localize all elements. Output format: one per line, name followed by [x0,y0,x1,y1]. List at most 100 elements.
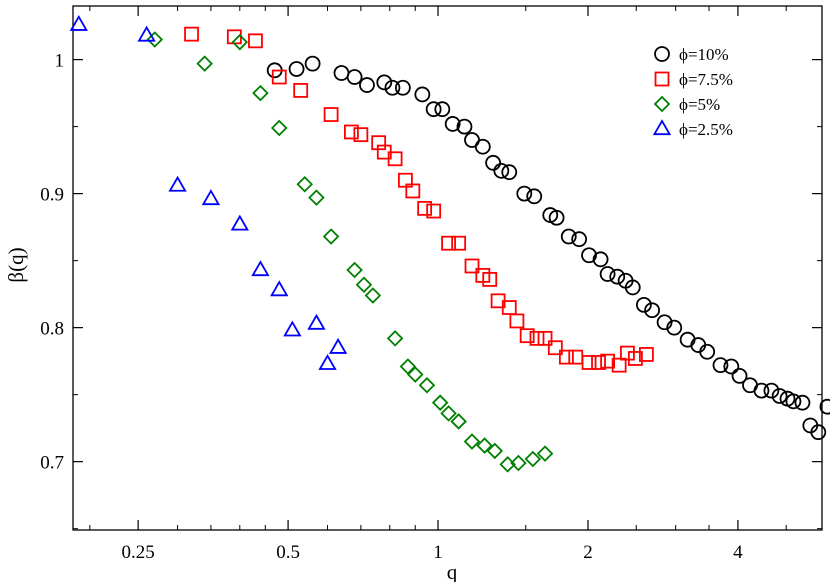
x-axis-label: q [447,560,458,582]
data-point [463,433,481,450]
data-point [394,79,411,96]
legend-label: ϕ=2.5% [679,120,733,139]
data-point [526,188,543,205]
data-point [547,340,563,356]
data-point [270,280,289,297]
data-point [359,77,375,93]
data-point [753,382,770,399]
data-point [346,69,363,85]
data-point [638,347,654,362]
data-point [346,261,363,279]
data-point [537,330,553,346]
data-point [485,154,502,171]
data-point [666,319,683,336]
data-point [464,258,480,274]
data-point [355,276,373,294]
data-point [635,296,652,313]
data-point [353,127,369,143]
data-point [644,302,660,319]
data-point [620,345,635,361]
data-point [288,61,305,77]
data-point [723,358,740,375]
data-point [318,354,337,370]
data-point [323,107,339,122]
data-point [482,271,498,287]
data-point [474,138,491,155]
x-tick-label: 0.25 [122,542,155,563]
data-point [231,33,249,51]
data-point [426,203,442,219]
data-point [137,25,156,42]
data-point [529,330,545,346]
legend-marker [654,71,670,87]
data-point [387,151,403,167]
data-point [418,376,436,394]
data-point [600,353,616,369]
data-point [609,268,626,285]
data-point [581,247,597,264]
data-point [568,349,584,365]
plot-border [72,5,823,531]
series-diamond [146,31,554,473]
x-tick-label: 4 [733,542,743,563]
data-point [328,337,348,354]
data-point [548,209,565,226]
data-point [168,175,187,192]
data-point [819,398,830,415]
data-point [581,355,597,370]
data-point [510,454,527,472]
data-point [785,393,802,410]
data-point [425,101,442,118]
x-tick-label: 2 [583,542,593,563]
data-point [771,388,788,404]
data-point [69,14,88,31]
data-point [599,266,616,282]
y-axis: 0.7 0.8 0.9 1 [40,51,822,530]
data-point [406,366,424,383]
data-point [146,31,164,48]
data-point [509,313,525,329]
data-point [417,200,433,216]
data-point [230,214,249,231]
y-tick-label: 0.8 [40,319,64,340]
data-point [558,349,574,365]
data-point [308,189,325,206]
data-point [493,162,510,179]
data-point [322,228,340,245]
data-point [251,260,270,277]
data-point [434,101,451,118]
data-point [731,367,748,384]
data-point [248,33,263,49]
legend: ϕ=10% ϕ=7.5% ϕ=5% ϕ=2.5% [652,45,733,139]
data-point [501,300,517,315]
data-point [384,79,401,96]
y-tick-label: 0.7 [40,453,64,474]
series-circle [266,55,830,441]
data-point [591,355,606,370]
data-point [441,235,456,251]
x-tick-label: 1 [433,542,443,563]
data-point [516,185,533,202]
data-point [201,189,221,206]
data-point [398,172,413,188]
data-point [252,84,269,102]
data-point [270,119,288,137]
data-point [519,328,535,344]
data-point [440,405,457,422]
data-point [486,442,504,460]
legend-label: ϕ=7.5% [679,70,733,89]
data-point [592,251,609,268]
data-point [307,313,326,330]
series-triangle [69,14,348,370]
data-point [763,382,780,399]
plot-area [72,5,823,531]
y-tick-label: 0.9 [40,185,64,206]
data-point [304,55,321,72]
x-axis: 0.25 0.5 1 2 4 [89,6,787,563]
data-point [611,357,627,373]
data-point [364,287,382,304]
data-point [524,450,542,468]
data-point [399,358,417,375]
data-point [444,116,461,132]
legend-label: ϕ=5% [679,95,720,114]
